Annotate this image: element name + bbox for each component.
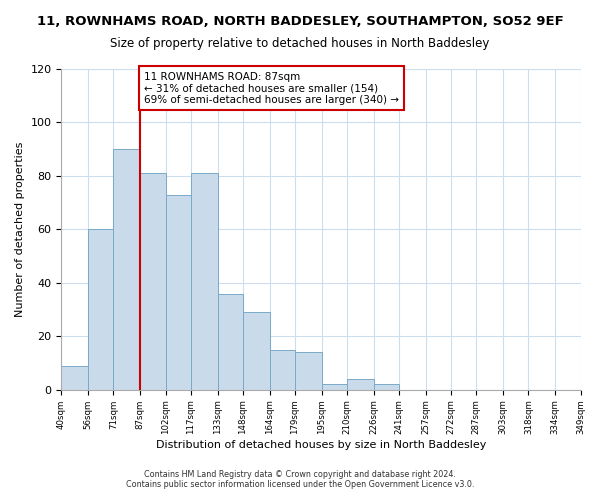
Bar bbox=[347, 379, 374, 390]
Bar bbox=[374, 384, 399, 390]
Bar bbox=[322, 384, 347, 390]
Bar bbox=[270, 350, 295, 390]
Bar bbox=[166, 194, 191, 390]
Bar bbox=[191, 174, 218, 390]
Bar bbox=[140, 174, 166, 390]
X-axis label: Distribution of detached houses by size in North Baddesley: Distribution of detached houses by size … bbox=[156, 440, 486, 450]
Y-axis label: Number of detached properties: Number of detached properties bbox=[15, 142, 25, 317]
Bar bbox=[218, 294, 243, 390]
Text: 11 ROWNHAMS ROAD: 87sqm
← 31% of detached houses are smaller (154)
69% of semi-d: 11 ROWNHAMS ROAD: 87sqm ← 31% of detache… bbox=[144, 72, 399, 105]
Text: 11, ROWNHAMS ROAD, NORTH BADDESLEY, SOUTHAMPTON, SO52 9EF: 11, ROWNHAMS ROAD, NORTH BADDESLEY, SOUT… bbox=[37, 15, 563, 28]
Bar bbox=[113, 149, 140, 390]
Bar bbox=[88, 230, 113, 390]
Bar bbox=[295, 352, 322, 390]
Bar bbox=[243, 312, 270, 390]
Text: Contains HM Land Registry data © Crown copyright and database right 2024.
Contai: Contains HM Land Registry data © Crown c… bbox=[126, 470, 474, 489]
Bar bbox=[61, 366, 88, 390]
Text: Size of property relative to detached houses in North Baddesley: Size of property relative to detached ho… bbox=[110, 38, 490, 51]
